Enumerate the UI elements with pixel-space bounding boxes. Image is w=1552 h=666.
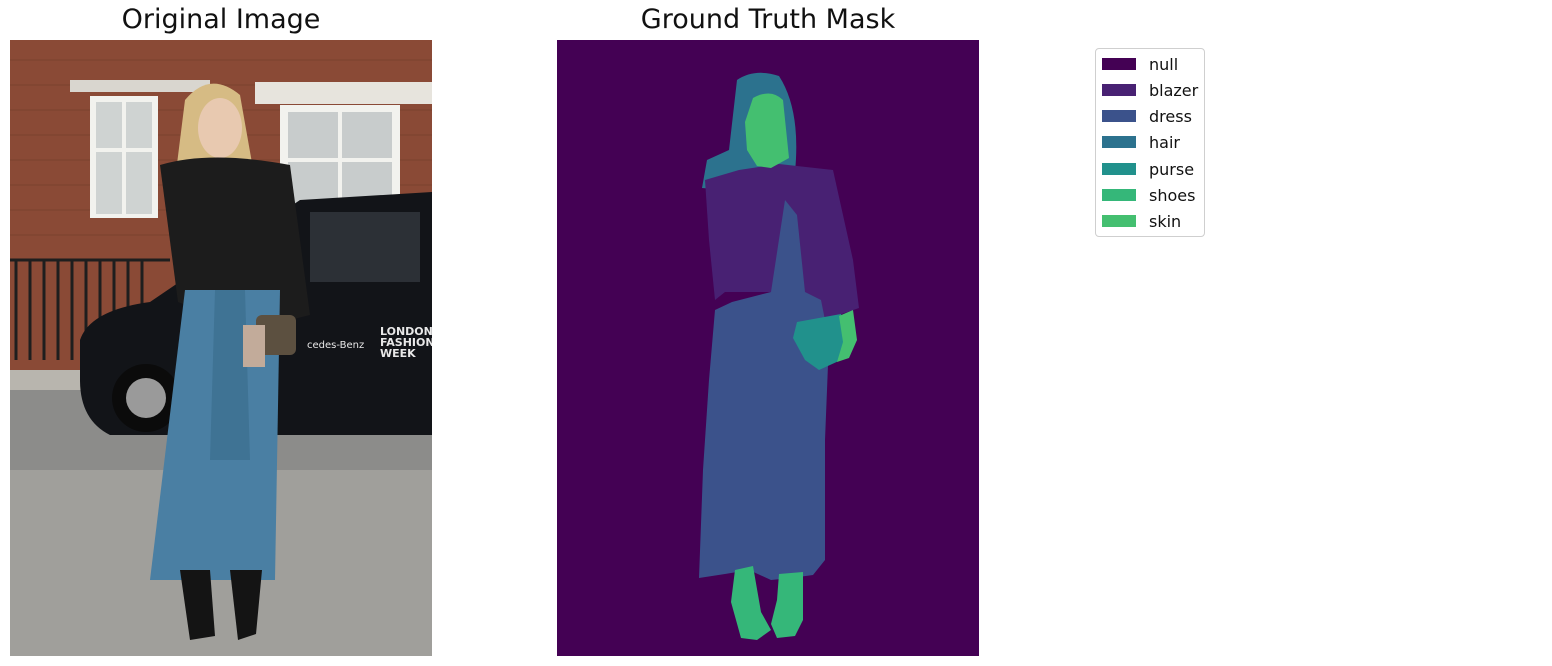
mask-dress-region bbox=[699, 200, 829, 580]
ground-truth-mask bbox=[557, 40, 979, 656]
legend-item-dress: dress bbox=[1102, 106, 1192, 126]
legend-swatch-skin bbox=[1102, 215, 1136, 227]
mask-purse-region bbox=[793, 314, 849, 370]
original-image-title: Original Image bbox=[121, 4, 321, 35]
legend-label-skin: skin bbox=[1149, 211, 1182, 231]
legend-swatch-dress bbox=[1102, 110, 1136, 122]
legend-item-shoes: shoes bbox=[1102, 185, 1195, 205]
sign-line-1: LONDON bbox=[380, 325, 432, 338]
legend-label-purse: purse bbox=[1149, 159, 1195, 179]
legend-label-shoes: shoes bbox=[1149, 185, 1196, 205]
mask-shoe-right bbox=[771, 572, 803, 638]
mask-shoe-left bbox=[731, 566, 771, 640]
legend-item-hair: hair bbox=[1102, 132, 1180, 152]
street-photo-illustration: cedes-Benz LONDON FASHION WEEK bbox=[10, 40, 432, 656]
legend-swatch-blazer bbox=[1102, 84, 1136, 96]
legend-item-purse: purse bbox=[1102, 159, 1194, 179]
legend-label-null: null bbox=[1149, 54, 1179, 74]
legend-label-hair: hair bbox=[1149, 132, 1180, 152]
legend-label-dress: dress bbox=[1149, 106, 1192, 126]
mask-legend: null blazer dress hair purse shoes skin bbox=[1095, 48, 1205, 237]
legend-label-blazer: blazer bbox=[1149, 80, 1199, 100]
legend-item-blazer: blazer bbox=[1102, 80, 1198, 100]
van-brand-text: cedes-Benz bbox=[307, 340, 364, 351]
ground-truth-mask-title: Ground Truth Mask bbox=[640, 4, 896, 35]
sign-line-3: WEEK bbox=[380, 347, 416, 360]
mask-skin-face bbox=[745, 93, 789, 168]
legend-item-skin: skin bbox=[1102, 211, 1181, 231]
legend-swatch-purse bbox=[1102, 163, 1136, 175]
legend-swatch-hair bbox=[1102, 136, 1136, 148]
mask-illustration bbox=[557, 40, 979, 656]
legend-item-null: null bbox=[1102, 54, 1178, 74]
sign-line-2: FASHION bbox=[380, 336, 432, 349]
legend-swatch-null bbox=[1102, 58, 1136, 70]
original-photo: cedes-Benz LONDON FASHION WEEK bbox=[10, 40, 432, 656]
mask-skin-hand bbox=[837, 310, 857, 362]
legend-swatch-shoes bbox=[1102, 189, 1136, 201]
